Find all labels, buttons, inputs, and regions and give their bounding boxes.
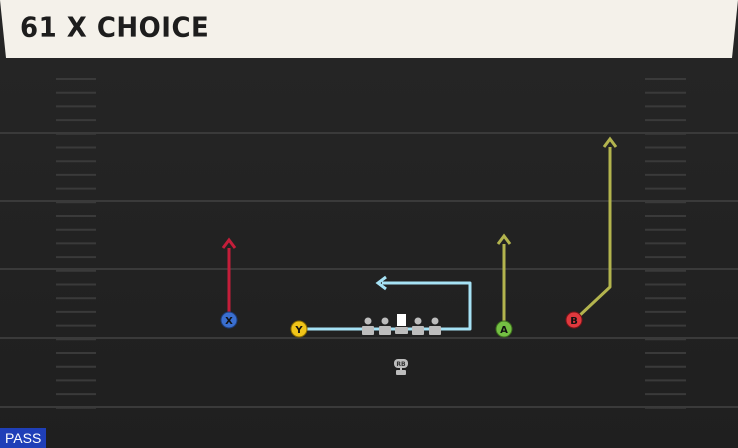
player-b-label: B <box>570 316 578 327</box>
play-header: 61 X CHOICE <box>0 0 738 58</box>
player-a-label: A <box>500 325 508 336</box>
play-type-badge: PASS <box>0 428 47 448</box>
player-y[interactable]: Y <box>290 320 308 338</box>
lineman-icon <box>429 317 441 335</box>
running-back-icon: RB <box>394 359 408 375</box>
player-x-label: X <box>225 316 233 327</box>
lineman-icon <box>379 317 391 335</box>
hash-marks-right <box>645 78 686 409</box>
play-title: 61 X CHOICE <box>20 12 210 44</box>
hash-marks-left <box>56 78 96 409</box>
offensive-line <box>362 314 441 335</box>
route-x <box>221 237 237 313</box>
player-b[interactable]: B <box>565 311 583 329</box>
player-y-label: Y <box>294 325 303 336</box>
route-b <box>576 136 618 319</box>
lineman-icon <box>362 317 374 335</box>
route-a <box>496 233 512 321</box>
lineman-icon <box>412 317 424 335</box>
yard-lines <box>0 132 738 408</box>
player-a[interactable]: A <box>495 320 513 338</box>
player-x[interactable]: X <box>220 311 238 329</box>
center-icon <box>395 314 408 334</box>
rb-label: RB <box>396 361 406 368</box>
